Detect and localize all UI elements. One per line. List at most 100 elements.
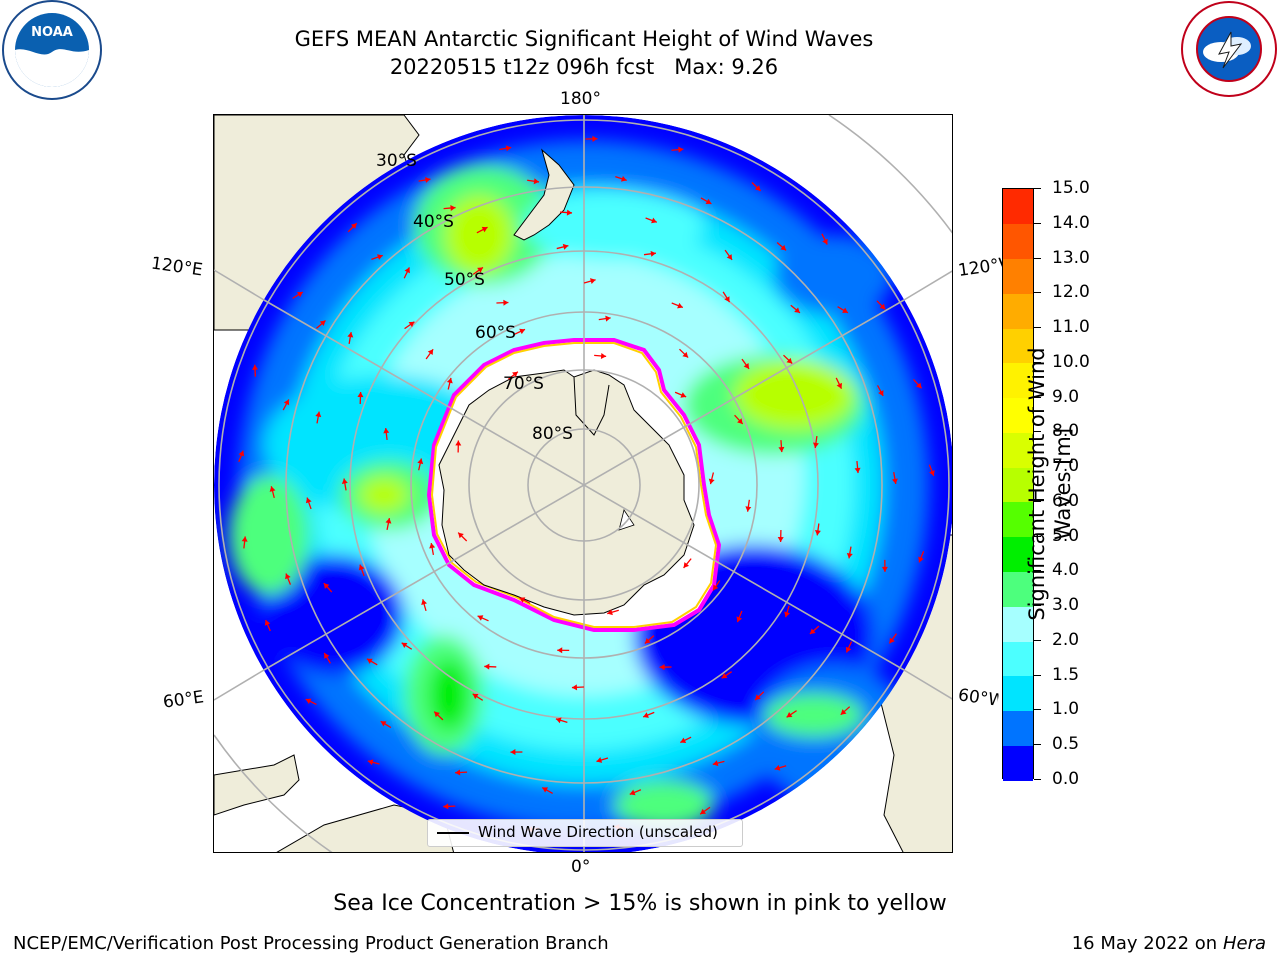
wind-vector-head	[778, 446, 785, 453]
colorbar-tick-label: 6.0	[1052, 490, 1080, 511]
wind-vector-head	[929, 470, 935, 476]
wind-vector-head	[380, 721, 387, 727]
wind-vector-head	[705, 198, 712, 204]
colorbar-tick	[1034, 466, 1041, 468]
wind-vector-head	[605, 315, 611, 322]
colorbar-segment	[1003, 362, 1033, 399]
wind-vector-head	[918, 556, 924, 563]
wind-vector-head	[481, 226, 488, 233]
wind-vector-head	[357, 392, 364, 398]
wind-vector-head	[404, 267, 410, 274]
polar-map-svg	[214, 115, 952, 852]
wind-vectors	[238, 135, 935, 833]
colorbar-segment	[1003, 501, 1033, 538]
wind-vector-head	[477, 267, 483, 273]
wind-vector-head	[252, 364, 259, 370]
wind-vector-head	[607, 609, 613, 616]
svg-text:NOAA: NOAA	[31, 25, 73, 40]
wind-vector-head	[341, 478, 348, 484]
colorbar-segment	[1003, 189, 1033, 225]
wind-vector-head	[347, 332, 354, 338]
colorbar-tick-label: 1.5	[1052, 664, 1080, 685]
lat-label-30s: 30°S	[376, 151, 417, 171]
lon-label-60e: 60°E	[161, 687, 206, 713]
wind-vector-head	[854, 467, 861, 474]
wind-vector-head	[683, 562, 690, 568]
wind-vector-head	[305, 698, 312, 705]
wind-vector-head	[510, 749, 516, 756]
graticule	[218, 115, 950, 852]
colorbar-segment	[1003, 606, 1033, 642]
polar-map	[213, 114, 953, 853]
colorbar-tick-label: 14.0	[1052, 212, 1090, 233]
nws-logo	[1179, 0, 1279, 98]
footer-timestamp: 16 May 2022 on Hera	[1072, 933, 1266, 954]
wind-vector-head	[879, 303, 886, 310]
lat-label-60s: 60°S	[475, 323, 516, 343]
wind-vector-head	[680, 737, 687, 743]
wind-vector-head	[814, 530, 821, 536]
lat-label-50s: 50°S	[444, 270, 485, 290]
colorbar-title: Significant Height of Wind Waves [m]	[1025, 347, 1075, 621]
wind-vector-head	[285, 573, 291, 580]
wind-vector-head	[450, 205, 456, 212]
colorbar	[1002, 188, 1034, 781]
colorbar-segment	[1003, 328, 1033, 364]
wind-vector-head	[891, 478, 898, 484]
wind-vector-head	[916, 382, 922, 389]
sea-ice-note: Sea Ice Concentration > 15% is shown in …	[333, 891, 947, 916]
wind-vector-head	[784, 611, 790, 618]
colorbar-tick	[1034, 257, 1041, 259]
colorbar-tick-label: 15.0	[1052, 178, 1090, 198]
wind-vector-head	[644, 637, 651, 644]
wind-vector-head	[724, 296, 730, 303]
wind-vector-head	[682, 351, 689, 358]
wind-vector-head	[677, 302, 683, 309]
wind-vector-head	[700, 808, 707, 815]
wind-vector-head	[721, 672, 728, 679]
wind-vector-head	[319, 320, 326, 327]
colorbar-tick-label: 8.0	[1052, 421, 1080, 442]
wind-vector-head	[477, 615, 484, 621]
wind-vector-head	[743, 363, 750, 369]
lon-label-180: 180°	[560, 89, 601, 109]
wind-vector-head	[571, 684, 578, 691]
wind-vector-head	[238, 450, 245, 457]
africa-land	[214, 754, 300, 816]
wind-vector-head	[512, 371, 518, 378]
wind-vector-head	[726, 254, 733, 260]
colorbar-tick	[1034, 779, 1041, 780]
colorbar-tick	[1034, 361, 1041, 363]
wind-vector-head	[305, 497, 312, 504]
wind-vector-head	[651, 217, 657, 224]
colorbar-tick	[1034, 535, 1041, 537]
wind-vector-head	[446, 377, 453, 384]
wind-vector-head	[878, 390, 884, 396]
wind-vector-head	[434, 711, 440, 718]
colorbar-tick-label: 3.0	[1052, 595, 1080, 616]
wind-vector-head	[712, 760, 719, 767]
wind-vector-head	[596, 757, 603, 763]
colorbar-tick	[1034, 396, 1041, 398]
wind-vector-head	[324, 652, 330, 659]
colorbar-tick	[1034, 674, 1041, 676]
wind-vector-head	[592, 135, 598, 142]
wind-vector-head	[408, 321, 415, 328]
colorbar-segment	[1003, 223, 1033, 260]
chart-title: GEFS MEAN Antarctic Significant Height o…	[294, 27, 874, 51]
wind-vector-head	[786, 357, 793, 364]
lon-label-60w: 60°W	[956, 685, 1000, 711]
wind-vector-head	[443, 803, 449, 810]
colorbar-tick	[1034, 292, 1041, 294]
chart-subtitle: 20220515 t12z 096h fcst Max: 9.26	[389, 55, 779, 79]
colorbar-tick	[1034, 500, 1041, 502]
colorbar-tick-label: 12.0	[1052, 282, 1090, 303]
wind-vector-head	[812, 442, 819, 448]
colorbar-tick	[1034, 431, 1041, 433]
colorbar-segment	[1003, 571, 1033, 607]
colorbar-tick	[1034, 570, 1041, 572]
wave-field	[214, 115, 952, 852]
wind-vector-head	[458, 532, 464, 539]
wind-vector-head	[542, 787, 549, 793]
legend-line-swatch	[437, 832, 469, 834]
